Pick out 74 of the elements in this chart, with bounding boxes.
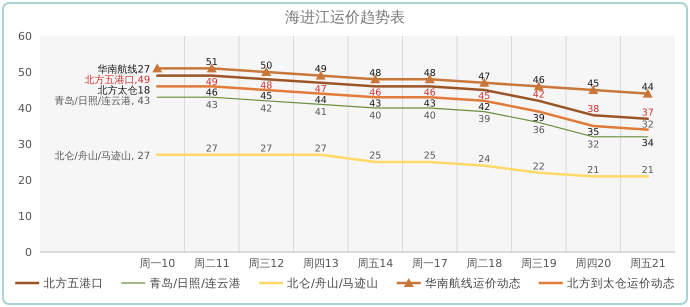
- data-label: 32: [587, 139, 600, 150]
- legend-label: 华南航线运价动态: [424, 276, 521, 290]
- data-label: 22: [532, 161, 545, 172]
- y-tick-label: 10: [18, 210, 32, 223]
- data-label: 46: [532, 75, 545, 86]
- data-label: 42: [532, 89, 545, 100]
- legend-label: 青岛/日照/连云港: [149, 276, 241, 290]
- data-label: 46: [369, 88, 382, 99]
- y-tick-label: 0: [25, 246, 32, 259]
- chart-title: 海进江运价趋势表: [285, 8, 405, 26]
- data-label: 北方太仓18: [98, 84, 150, 96]
- x-tick-label: 周二18: [466, 257, 502, 270]
- y-tick-label: 50: [18, 66, 32, 79]
- data-label: 46: [424, 88, 436, 99]
- x-tick-label: 周四13: [302, 257, 339, 270]
- y-tick-label: 40: [18, 102, 32, 115]
- data-label: 24: [478, 154, 490, 166]
- data-label: 27: [206, 143, 218, 154]
- x-tick-label: 周五14: [357, 257, 394, 270]
- y-tick-label: 60: [18, 30, 32, 43]
- data-label: 43: [369, 98, 382, 110]
- data-label: 48: [260, 80, 272, 92]
- y-tick-label: 30: [18, 138, 32, 151]
- data-label: 34: [642, 138, 654, 150]
- y-tick-label: 20: [18, 174, 32, 187]
- data-label: 44: [314, 94, 327, 106]
- data-label: 49: [206, 76, 218, 88]
- data-label: 21: [587, 165, 600, 176]
- data-label: 40: [424, 110, 436, 122]
- x-tick-label: 周三19: [520, 257, 557, 270]
- legend-label: 北仑/舟山/马迹山: [287, 276, 379, 290]
- data-label: 36: [532, 125, 545, 136]
- x-tick-label: 周四20: [575, 257, 612, 270]
- data-label: 42: [260, 103, 272, 114]
- data-label: 43: [424, 98, 436, 110]
- data-label: 50: [260, 60, 272, 72]
- data-label: 39: [478, 114, 490, 126]
- data-label: 46: [206, 88, 218, 99]
- x-tick-label: 周一17: [412, 257, 448, 270]
- data-label: 35: [587, 127, 600, 138]
- x-tick-label: 周一10: [139, 257, 176, 270]
- legend-label: 北方到太仓运价动态: [566, 276, 675, 290]
- data-label: 21: [642, 165, 654, 176]
- data-label: 北仑/舟山/马迹山, 27: [54, 150, 150, 162]
- data-label: 47: [314, 84, 327, 95]
- data-label: 44: [642, 82, 654, 94]
- data-label: 51: [206, 57, 218, 68]
- data-label: 48: [369, 68, 382, 79]
- data-label: 49: [314, 64, 327, 76]
- data-label: 北方五港口,49: [84, 74, 150, 86]
- data-label: 27: [260, 143, 272, 154]
- data-label: 39: [532, 112, 545, 124]
- data-label: 青岛/日照/连云港, 43: [54, 94, 150, 107]
- data-label: 38: [587, 104, 600, 115]
- data-label: 25: [369, 150, 382, 162]
- data-label: 40: [369, 110, 382, 122]
- legend-label: 北方五港口: [43, 276, 104, 290]
- x-tick-label: 周三12: [248, 257, 284, 270]
- data-label: 47: [478, 71, 490, 82]
- data-label: 37: [642, 107, 654, 118]
- x-tick-label: 周二11: [194, 257, 230, 270]
- data-label: 32: [642, 119, 654, 130]
- data-label: 42: [478, 102, 490, 113]
- data-label: 45: [260, 91, 272, 102]
- data-label: 41: [314, 107, 327, 118]
- data-label: 43: [206, 100, 218, 111]
- data-label: 48: [424, 68, 436, 79]
- point: [152, 63, 162, 72]
- x-tick-label: 周五21: [630, 257, 666, 270]
- data-label: 25: [424, 150, 436, 162]
- data-label: 华南航线27: [98, 63, 150, 76]
- data-label: 45: [478, 91, 490, 102]
- data-label: 27: [314, 143, 327, 154]
- data-label: 45: [587, 78, 600, 90]
